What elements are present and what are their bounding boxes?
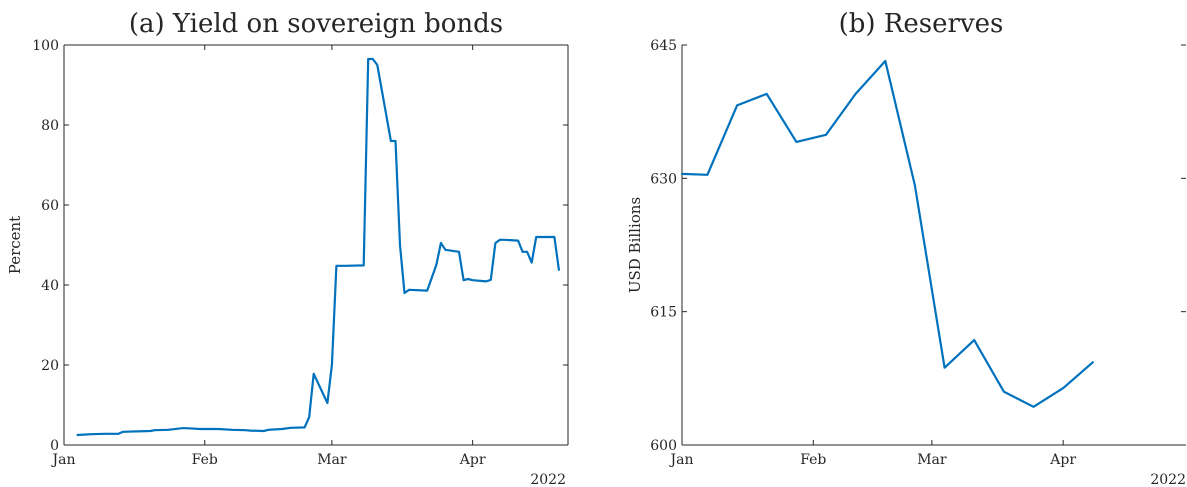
y-tick-label: 615 bbox=[650, 305, 677, 321]
year-label-yield: 2022 bbox=[530, 472, 566, 487]
x-tick-label: Jan bbox=[51, 452, 76, 468]
y-axis-label-percent: Percent bbox=[6, 216, 24, 274]
x-tick-label: Jan bbox=[669, 452, 694, 468]
x-tick-label: Apr bbox=[459, 452, 486, 468]
x-tick-label: Feb bbox=[800, 452, 826, 468]
panel-reserves-chart: (b) Reserves USD Billions 2022 600 615 630… bbox=[626, 9, 1186, 487]
chart-title-reserves: (b) Reserves bbox=[839, 9, 1004, 39]
y-tick-label: 60 bbox=[41, 198, 59, 214]
axes-yield bbox=[63, 44, 569, 446]
ticks-yield: 0 20 40 60 80 100 Jan Feb Mar Apr bbox=[32, 38, 568, 468]
year-label-reserves: 2022 bbox=[1150, 472, 1186, 487]
x-tick-label: Mar bbox=[317, 452, 347, 468]
y-tick-label: 40 bbox=[41, 278, 59, 294]
x-tick-label: Mar bbox=[917, 452, 947, 468]
y-tick-label: 600 bbox=[650, 438, 677, 454]
y-tick-label: 630 bbox=[650, 171, 677, 187]
y-tick-label: 20 bbox=[41, 358, 59, 374]
y-axis-label-usd-billions: USD Billions bbox=[626, 197, 644, 293]
y-tick-label: 0 bbox=[50, 438, 59, 454]
x-tick-label: Feb bbox=[192, 452, 218, 468]
panel-yield-chart: (a) Yield on sovereign bonds Percent 202… bbox=[6, 9, 569, 487]
series-line-yield bbox=[76, 57, 560, 437]
y-tick-label: 645 bbox=[650, 38, 677, 54]
ticks-reserves: 600 615 630 645 Jan Feb Mar Apr bbox=[650, 38, 1186, 468]
series-line-reserves bbox=[680, 59, 1094, 408]
axes-reserves bbox=[681, 45, 1186, 446]
y-tick-label: 100 bbox=[32, 38, 59, 54]
x-tick-label: Apr bbox=[1049, 452, 1076, 468]
y-tick-label: 80 bbox=[41, 118, 59, 134]
chart-title-yield: (a) Yield on sovereign bonds bbox=[129, 9, 503, 39]
